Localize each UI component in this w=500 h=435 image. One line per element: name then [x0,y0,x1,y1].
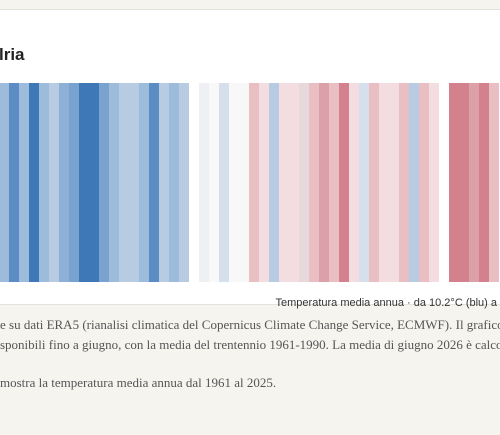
stripe [429,83,439,282]
stripe [289,83,299,282]
stripe [449,83,459,282]
stripe [169,83,179,282]
stripe [439,83,449,282]
stripe [209,83,219,282]
stripe [389,83,399,282]
note-line: mostra la temperatura media annua dal 19… [0,375,277,390]
stripe [179,83,189,282]
caption: Temperatura media annua · da 10.2°C (blu… [275,297,497,309]
card-title: lria [0,45,25,64]
stripe [39,83,49,282]
stripe [149,83,159,282]
stripe [399,83,409,282]
note-line: e su dati ERA5 (rianalisi climatica del … [0,317,500,332]
stripe [109,83,119,282]
stripe [309,83,319,282]
stripe [339,83,349,282]
stripe [299,83,309,282]
stripe [459,83,469,282]
stripe [129,83,139,282]
stripe [19,83,29,282]
stripe [59,83,69,282]
stripe [139,83,149,282]
stripe [279,83,289,282]
stripe [409,83,419,282]
stripe [329,83,339,282]
stripe [229,83,239,282]
stripe [9,83,19,282]
climate-stripes [0,83,499,282]
stripe [239,83,249,282]
stripe [219,83,229,282]
stripe [419,83,429,282]
stripe [49,83,59,282]
card: lria Temperatura media annua · da 10.2°C… [0,9,500,309]
stripe [479,83,489,282]
stripe [469,83,479,282]
stripe [199,83,209,282]
stripe [249,83,259,282]
stripe [189,83,199,282]
stripe [119,83,129,282]
stripe [159,83,169,282]
stripe [489,83,499,282]
stripe [99,83,109,282]
stripe [319,83,329,282]
stripe [69,83,79,282]
stripe [89,83,99,282]
stripe [29,83,39,282]
stripe [259,83,269,282]
stripe [0,83,9,282]
stripe [379,83,389,282]
stripe [269,83,279,282]
stripe [349,83,359,282]
stripe [359,83,369,282]
stripe [369,83,379,282]
note-line: sponibili fino a giugno, con la media de… [0,337,500,352]
stripe [79,83,89,282]
